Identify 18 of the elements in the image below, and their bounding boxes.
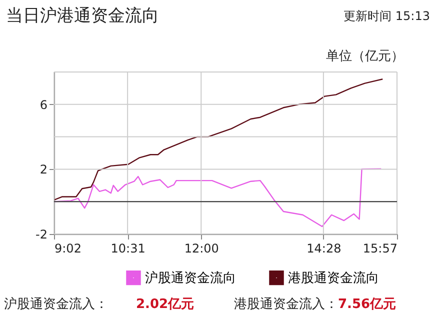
- text: 7.56亿元: [338, 297, 396, 312]
- x-tick-label: 9:02: [54, 242, 82, 256]
- chart-subtitle: 更新时间 15:13: [344, 9, 430, 23]
- y-tick-label: 2: [40, 162, 48, 177]
- y-tick-label: 6: [40, 98, 48, 112]
- text: 2.02亿元: [136, 297, 194, 312]
- y-axis-title: 单位（亿元）: [326, 49, 404, 64]
- x-tick-label: 12:00: [184, 242, 219, 256]
- text: 沪股通资金流入：: [4, 296, 108, 312]
- text: 港股通资金流入：: [234, 296, 338, 312]
- x-tick-label: 10:31: [110, 242, 146, 256]
- y-tick-label: -2: [36, 228, 48, 242]
- x-tick-label: 15:57: [362, 242, 398, 256]
- chart-title: 当日沪港通资金流向: [6, 6, 159, 26]
- x-tick-label: 14:28: [306, 242, 342, 256]
- legend-label: 港股通资金流向: [288, 270, 379, 286]
- legend-label: 沪股通资金流向: [145, 270, 236, 286]
- line-series: [54, 78, 384, 201]
